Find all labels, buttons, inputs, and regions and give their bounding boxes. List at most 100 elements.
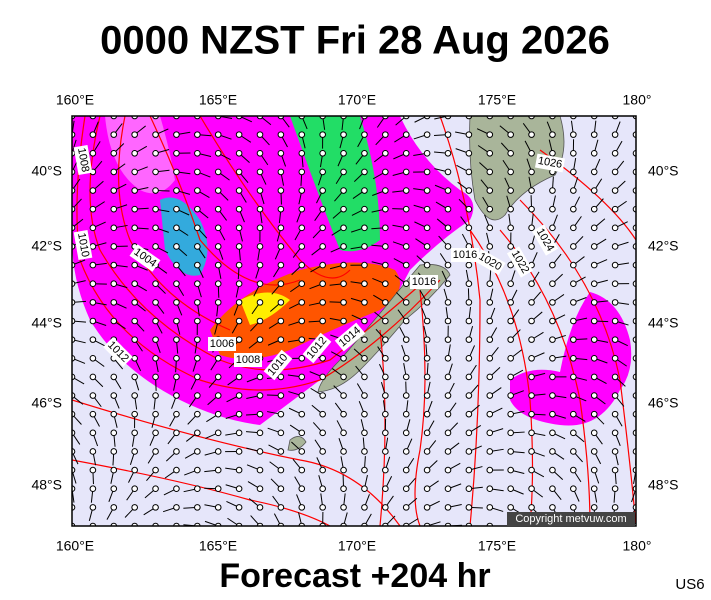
lat-label-right: 48°S	[648, 477, 679, 493]
station	[486, 373, 494, 381]
station	[214, 354, 222, 362]
station	[298, 299, 306, 306]
barb-staff	[510, 525, 512, 526]
station	[549, 205, 556, 213]
station	[382, 336, 389, 343]
station	[570, 131, 577, 138]
station	[507, 392, 514, 399]
station	[361, 466, 368, 474]
station	[173, 392, 180, 399]
station	[611, 205, 619, 213]
station	[590, 205, 598, 213]
lat-label-right: 42°S	[648, 238, 679, 254]
station	[361, 336, 368, 343]
station	[507, 429, 514, 437]
station	[465, 466, 473, 474]
lat-label-left: 40°S	[31, 163, 62, 179]
station	[611, 392, 619, 399]
station	[611, 448, 619, 455]
station	[423, 336, 431, 343]
station	[256, 131, 264, 138]
station	[423, 317, 431, 325]
station	[340, 373, 347, 381]
station	[319, 280, 326, 288]
station	[486, 336, 494, 343]
station	[110, 317, 118, 325]
barb-staff	[635, 189, 636, 191]
station	[570, 299, 577, 306]
station	[528, 429, 535, 437]
station	[256, 317, 264, 325]
station	[528, 168, 535, 176]
station	[444, 392, 452, 399]
station	[89, 448, 97, 455]
station	[465, 205, 473, 213]
barb-staff	[154, 525, 156, 526]
station	[235, 168, 243, 176]
lat-label-right: 46°S	[648, 395, 679, 411]
station	[423, 485, 431, 493]
station	[214, 448, 222, 455]
station	[507, 168, 514, 176]
station	[444, 261, 452, 269]
station	[173, 243, 180, 250]
barb-staff	[572, 116, 574, 117]
precip-orange	[210, 262, 400, 359]
station	[194, 224, 201, 232]
station	[486, 448, 494, 455]
station	[486, 410, 494, 418]
isobar-label-box	[208, 337, 236, 351]
isobar	[72, 459, 331, 526]
station	[152, 131, 159, 138]
station	[173, 280, 180, 288]
station	[611, 317, 619, 325]
station	[486, 224, 494, 232]
station	[444, 448, 452, 455]
station	[319, 448, 326, 455]
station	[611, 354, 619, 362]
station	[507, 187, 514, 194]
station	[423, 224, 431, 232]
station	[277, 131, 285, 138]
station	[173, 410, 180, 418]
station	[549, 504, 556, 511]
station	[173, 466, 180, 474]
station	[611, 299, 619, 306]
station	[235, 243, 243, 250]
station	[465, 224, 473, 232]
station	[444, 373, 452, 381]
station	[131, 410, 138, 418]
station	[590, 429, 598, 437]
station	[194, 168, 201, 176]
station	[131, 149, 138, 157]
station	[152, 168, 159, 176]
station	[110, 466, 118, 474]
station	[528, 410, 535, 418]
station	[507, 336, 514, 343]
station	[402, 373, 410, 381]
station	[214, 168, 222, 176]
station	[382, 354, 389, 362]
station	[361, 168, 368, 176]
station	[298, 280, 306, 288]
station	[194, 149, 201, 157]
station	[611, 336, 619, 343]
station	[110, 373, 118, 381]
station	[549, 466, 556, 474]
station	[235, 466, 243, 474]
station	[256, 448, 264, 455]
station	[89, 261, 97, 269]
station	[528, 131, 535, 138]
station	[549, 149, 556, 157]
station	[444, 149, 452, 157]
station	[277, 410, 285, 418]
station	[194, 243, 201, 250]
station	[570, 485, 577, 493]
station	[173, 336, 180, 343]
isobar-label-box	[410, 275, 438, 289]
station	[131, 466, 138, 474]
isobar	[379, 329, 386, 526]
station	[528, 448, 535, 455]
station	[382, 429, 389, 437]
station	[152, 187, 159, 194]
